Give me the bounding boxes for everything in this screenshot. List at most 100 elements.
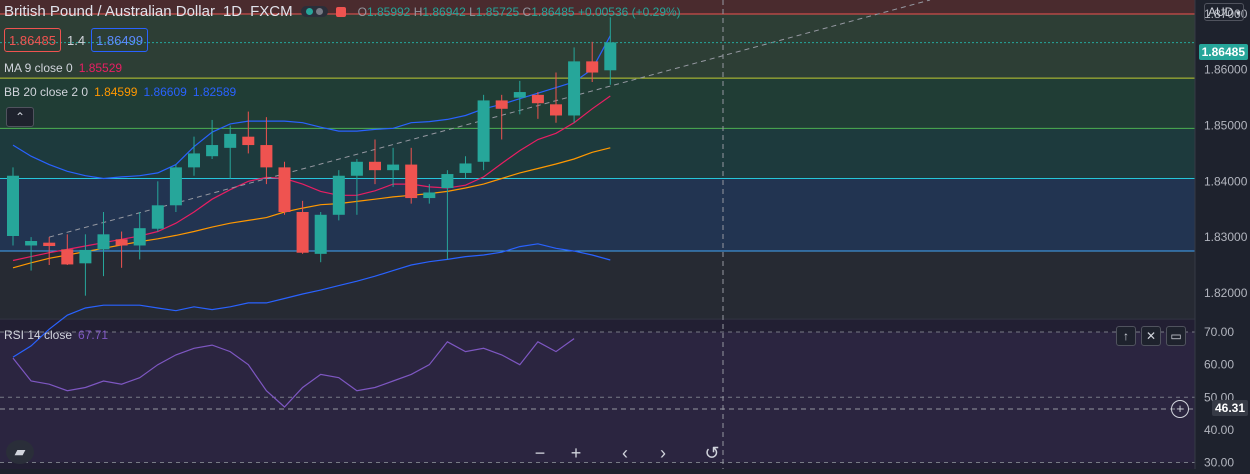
spread-value: 1.4 [67,32,86,48]
exchange-label: FXCM [250,3,293,20]
price-tick-label: 1.87000 [1204,7,1248,21]
ma-line [12,95,611,262]
bb-legend-basis: 1.84599 [94,85,138,99]
candle-body [206,145,219,157]
rsi-legend-value: 67.71 [78,328,109,342]
candle-body [586,61,599,73]
candle-body [296,212,309,253]
candle-body [61,249,74,265]
bb-basis-line [12,147,611,269]
chevron-down-icon: ▾ [1233,8,1241,18]
bb-legend-lower: 1.82589 [192,85,237,99]
candle-body [169,167,182,206]
price-tick-label: 1.82000 [1204,286,1248,300]
candle-body [495,100,508,109]
candle-body [550,104,562,116]
price-tick-label: 1.83000 [1204,230,1248,244]
ohlc-readout: O1.85992 H1.86942 L1.85725 C1.86485 +0.0… [357,4,681,19]
candle-body [369,161,381,171]
bb-legend-label: BB 20 close 2 0 [4,85,89,99]
bb-legend[interactable]: BB 20 close 2 0 1.84599 1.86609 1.82589 [4,85,236,99]
candle-body [405,164,418,199]
zoom-out-button[interactable]: − [527,442,553,464]
candle-body [260,145,273,168]
candle-body [332,175,345,215]
pane-maximize-button[interactable]: ▭ [1166,326,1186,346]
candle-body [25,241,38,246]
bb-legend-upper: 1.86609 [143,85,187,99]
rsi-tick-label: 40.00 [1204,423,1234,437]
rsi-legend-label: RSI 14 close [4,328,73,342]
chevron-right-icon: › [660,442,666,463]
candle-body [459,163,472,173]
ma-legend-value: 1.85529 [78,61,123,75]
rsi-line [12,338,575,408]
candle-body [477,100,490,162]
candle-body [151,205,164,229]
candle-body [350,161,363,176]
flag-icon[interactable] [335,6,346,17]
candle-body [115,239,128,246]
plus-icon: + [570,442,582,463]
candle-body [441,174,454,189]
price-axis [1195,0,1250,469]
price-boxes: 1.86485 1.4 1.86499 [4,28,149,52]
bb-lower-line [12,243,611,358]
candle-body [314,214,327,254]
chevron-up-icon: ⌃ [14,110,26,124]
rsi-tick-label: 60.00 [1204,358,1234,372]
add-alert-button[interactable]: + [1171,400,1189,418]
symbol-title[interactable]: British Pound / Australian Dollar [4,3,215,20]
zone-band [0,251,1195,318]
candle-body [513,92,526,98]
scroll-left-button[interactable]: ‹ [612,442,638,464]
candle-body [387,164,400,171]
candle-body [79,249,92,264]
rsi-crosshair-tag: 46.31 [1211,400,1248,416]
candle-body [604,42,617,71]
pane-move-up-button[interactable]: ↑ [1116,326,1136,346]
maximize-icon: ▭ [1170,329,1182,343]
candle-body [568,61,581,116]
bb-upper-line [12,35,611,180]
collapse-legend-button[interactable]: ⌃ [6,107,34,127]
tradingview-logo[interactable]: ▰ [6,440,34,464]
price-tick-label: 1.86000 [1204,63,1248,77]
trend-line [49,0,931,238]
rsi-tick-label: 30.00 [1204,455,1234,469]
reset-icon: ↺ [704,442,720,463]
reset-chart-button[interactable]: ↺ [699,442,725,464]
pane-close-button[interactable]: ✕ [1141,326,1161,346]
zone-band [0,0,1195,14]
candle-body [7,175,19,236]
candle-body [43,242,56,247]
candle-body [531,94,544,104]
current-price-tag: 1.86485 [1198,44,1248,60]
candle-body [423,192,436,199]
currency-label: AUD [1208,5,1234,19]
market-status-icon[interactable] [300,6,328,17]
candle-body [242,136,255,146]
candle-body [133,228,146,246]
price-tick-label: 1.84000 [1204,174,1248,188]
ma-legend[interactable]: MA 9 close 0 1.85529 [4,61,122,75]
sell-price-button[interactable]: 1.86485 [4,28,61,52]
zone-band [0,178,1195,252]
close-icon: ✕ [1145,329,1157,343]
candle-body [188,153,200,168]
chevron-left-icon: ‹ [622,442,628,463]
rsi-legend[interactable]: RSI 14 close 67.71 [4,328,108,342]
plus-circle-icon: + [1176,401,1184,416]
buy-price-button[interactable]: 1.86499 [91,28,149,52]
ma-legend-label: MA 9 close 0 [4,61,73,75]
zoom-in-button[interactable]: + [563,442,589,464]
candle-body [97,234,110,250]
currency-dropdown[interactable]: AUD ▾ [1204,3,1245,21]
scroll-right-button[interactable]: › [650,442,676,464]
interval-label[interactable]: 1D [222,3,243,20]
candle-body [224,133,237,148]
arrow-up-icon: ↑ [1123,329,1129,343]
chart-header: British Pound / Australian Dollar 1D FXC… [4,3,681,20]
